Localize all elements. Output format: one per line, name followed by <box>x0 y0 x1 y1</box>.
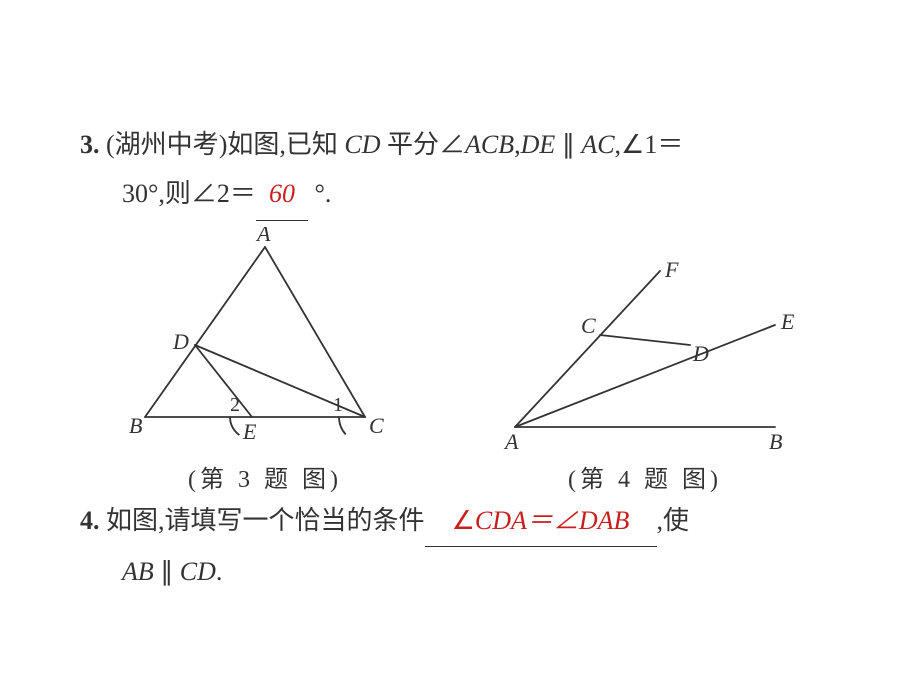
ang1: ∠1 <box>621 130 657 159</box>
svg-text:2: 2 <box>230 394 240 416</box>
parallel-2: ∥ <box>154 557 180 586</box>
problem-3-text-2a: 30°,则 <box>122 179 191 208</box>
page: 3. (湖州中考)如图,已知 CD 平分∠ACB,DE ∥ AC,∠1＝ 30°… <box>0 0 920 690</box>
eq2: ＝ <box>230 179 256 208</box>
var-cd: CD <box>344 130 380 159</box>
figures-row: A B C D E 1 2 (第 3 题 图) A B C D E F (第 4 题 图) <box>80 227 840 494</box>
var-de: DE <box>521 130 556 159</box>
problem-4-line2: AB ∥ CD. <box>122 547 840 596</box>
figure-4-caption: (第 4 题 图) <box>485 459 805 494</box>
svg-text:C: C <box>581 313 596 338</box>
svg-text:E: E <box>242 419 257 444</box>
problem-4-text-1b: ,使 <box>657 506 690 535</box>
svg-text:A: A <box>503 429 519 454</box>
svg-text:F: F <box>664 257 679 282</box>
problem-4-text-1a: 如图,请填写一个恰当的条件 <box>106 506 425 535</box>
problem-3-source: 湖州中考 <box>115 130 219 159</box>
ang2: ∠2 <box>191 179 230 208</box>
figure-4: A B C D E F (第 4 题 图) <box>485 257 805 494</box>
problem-4-blank: ∠CDA＝∠DAB <box>425 496 657 547</box>
var-cd-2: CD <box>180 557 216 586</box>
problem-3-answer: 60 <box>269 179 295 208</box>
problem-3: 3. (湖州中考)如图,已知 CD 平分∠ACB,DE ∥ AC,∠1＝ 30°… <box>80 120 840 221</box>
svg-text:1: 1 <box>333 394 343 416</box>
var-ac: AC <box>581 130 614 159</box>
svg-text:E: E <box>780 309 795 334</box>
problem-3-source-open: ( <box>106 130 115 159</box>
svg-text:C: C <box>369 413 384 438</box>
svg-text:B: B <box>129 413 142 438</box>
svg-text:B: B <box>769 429 782 454</box>
problem-4-period: . <box>216 557 223 586</box>
problem-4-number: 4. <box>80 506 100 535</box>
problem-4: 4. 如图,请填写一个恰当的条件 ∠CDA＝∠DAB ,使 AB ∥ CD. <box>80 496 840 597</box>
svg-text:D: D <box>692 341 709 366</box>
angle-sym-1: ∠ <box>439 130 465 159</box>
eq1: ＝ <box>657 130 683 159</box>
problem-4-answer: ∠CDA＝∠DAB <box>452 506 630 535</box>
problem-3-line2: 30°,则∠2＝ 60 °. <box>122 169 840 220</box>
problem-3-text-1b: 平分 <box>381 130 440 159</box>
problem-3-text-1a: 如图,已知 <box>227 130 344 159</box>
var-acb: ACB <box>465 130 514 159</box>
figure-3-svg: A B C D E 1 2 <box>115 227 415 457</box>
var-ab: AB <box>122 557 154 586</box>
figure-3: A B C D E 1 2 (第 3 题 图) <box>115 227 415 494</box>
problem-3-period: . <box>325 179 332 208</box>
figure-3-caption: (第 3 题 图) <box>115 459 415 494</box>
svg-text:A: A <box>255 227 271 246</box>
problem-3-number: 3. <box>80 130 100 159</box>
parallel-1: ∥ <box>555 130 581 159</box>
problem-3-unit: ° <box>314 179 324 208</box>
svg-text:D: D <box>172 329 189 354</box>
problem-3-blank: 60 <box>256 169 308 220</box>
figure-4-svg: A B C D E F <box>485 257 805 457</box>
